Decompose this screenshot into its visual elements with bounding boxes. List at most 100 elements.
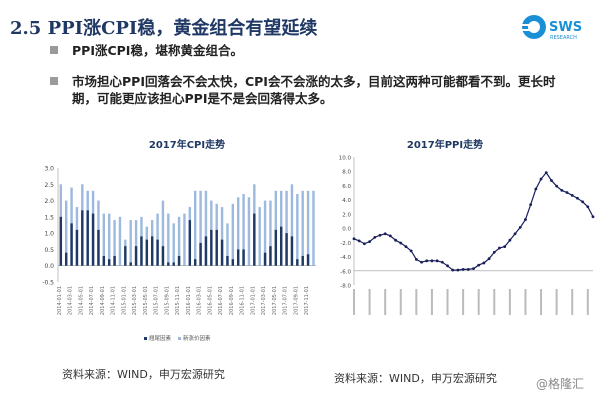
bar-total	[204, 190, 208, 266]
ppi-point	[503, 245, 507, 248]
ppi-point	[461, 267, 465, 271]
ppi-point	[524, 218, 527, 221]
ppi-point	[539, 177, 543, 181]
bar-total	[193, 190, 197, 266]
bar-carryover	[75, 229, 79, 266]
bar-carryover	[285, 233, 288, 266]
bar-total	[306, 190, 310, 266]
y-tick-label: 2.5	[44, 182, 54, 189]
bar-carryover	[220, 239, 224, 266]
ppi-point	[430, 259, 434, 263]
ppi-point	[435, 259, 439, 263]
logo-text: SWS	[549, 20, 582, 35]
x-tick-label: 2014-11-01	[111, 286, 117, 315]
ppi-point	[456, 268, 460, 272]
ppi-point	[570, 194, 574, 197]
bar-carryover	[242, 249, 245, 266]
bar-carryover	[226, 255, 229, 266]
ppi-point	[529, 203, 533, 207]
x-tick-label-glyph	[384, 289, 387, 315]
bar-total	[236, 197, 240, 266]
bar-carryover	[129, 262, 132, 266]
x-tick-label: 2017-01-01	[250, 286, 256, 315]
ppi-point	[352, 237, 356, 241]
bar-carryover	[97, 229, 100, 266]
x-tick-label: 2014-09-01	[100, 286, 106, 315]
bar-total	[177, 216, 181, 266]
bar-total	[301, 190, 304, 266]
bar-carryover	[140, 236, 143, 266]
x-tick-label-glyph	[508, 289, 511, 315]
ppi-point	[388, 234, 392, 238]
bar-carryover	[81, 210, 84, 266]
x-tick-label-glyph	[555, 289, 558, 315]
y-tick-label: 1.0	[44, 231, 54, 238]
bar-total	[231, 203, 235, 266]
bar-carryover	[161, 246, 165, 266]
ppi-point	[560, 189, 564, 192]
cpi-chart: 2017年CPI走势3.02.52.01.51.00.50.0-0.52014-…	[42, 138, 316, 342]
bar-total	[242, 194, 245, 266]
bar-carryover	[290, 236, 294, 266]
x-tick-label: 2015-03-01	[132, 286, 138, 315]
bar-total	[290, 184, 294, 266]
bar-carryover	[306, 254, 310, 266]
x-tick-label: 2016-11-01	[240, 286, 246, 315]
x-tick-label: 2015-05-01	[143, 286, 149, 315]
y-tick-label: 1.5	[44, 214, 54, 221]
bar-total	[102, 213, 106, 266]
logo-subtext: RESEARCH	[550, 35, 577, 41]
y-tick-label: 10.0	[339, 156, 352, 162]
x-tick-label: 2014-03-01	[68, 286, 74, 315]
bar-carryover	[279, 226, 283, 266]
x-tick-label: 2017-03-01	[261, 286, 267, 315]
ppi-point	[425, 259, 429, 263]
ppi-point	[414, 258, 418, 261]
bar-carryover	[231, 259, 235, 266]
bar-carryover	[145, 239, 149, 266]
bullet-text: PPI涨CPI稳，堪称黄金组合。	[72, 43, 243, 58]
ppi-point	[586, 205, 590, 209]
y-tick-label: 8.0	[342, 170, 351, 176]
bar-carryover	[59, 216, 63, 266]
bar-total	[269, 200, 272, 266]
y-tick-label: 3.0	[44, 166, 54, 173]
bar-carryover	[253, 213, 256, 266]
ppi-point	[373, 235, 377, 239]
bullet-2: 市场担心PPI回落会不会太快，CPI会不会涨的太多，目前这两种可能都看不到。更长…	[50, 73, 570, 107]
x-tick-label-glyph	[415, 289, 418, 315]
x-tick-label-glyph	[462, 289, 465, 315]
bar-total	[129, 220, 132, 266]
bar-total	[134, 220, 138, 266]
bar-total	[172, 223, 175, 266]
ppi-chart: 2017年PPI走势 10.0 8.0 6.0 4.0 2.0 0.0 -2.0 -4.0 -6.…	[339, 138, 595, 315]
ppi-point	[378, 233, 382, 237]
bullet-text: 市场担心PPI回落会不会太快，CPI会不会涨的太多，目前这两种可能都看不到。更长…	[72, 74, 556, 106]
y-tick-label: -6.0	[340, 269, 351, 275]
bar-carryover	[301, 255, 304, 266]
bar-carryover	[296, 259, 299, 266]
x-tick-label: 2016-05-01	[207, 286, 213, 315]
bullet-square-icon	[50, 77, 58, 85]
x-tick-label: 2015-11-01	[175, 286, 181, 315]
bar-total	[247, 197, 251, 266]
bar-carryover	[107, 259, 111, 266]
bar-total	[263, 200, 267, 266]
bar-carryover	[215, 229, 218, 266]
bar-carryover	[70, 223, 73, 266]
ppi-point	[492, 250, 496, 254]
x-tick-label-glyph	[493, 289, 496, 315]
ppi-point	[518, 226, 522, 229]
y-tick-label: 0.0	[342, 227, 351, 233]
sws-logo: SWS RESEARCH	[522, 15, 582, 41]
bar-total	[312, 190, 315, 266]
bar-total	[285, 190, 288, 266]
x-tick-label: 2016-09-01	[229, 286, 235, 315]
x-tick-label-glyph	[540, 289, 543, 315]
bar-carryover	[113, 255, 116, 266]
x-tick-label-glyph	[399, 289, 402, 315]
bar-total	[226, 223, 229, 266]
y-tick-label: -8.0	[340, 284, 351, 290]
bullet-square-icon	[50, 46, 58, 54]
ppi-point	[440, 260, 444, 264]
